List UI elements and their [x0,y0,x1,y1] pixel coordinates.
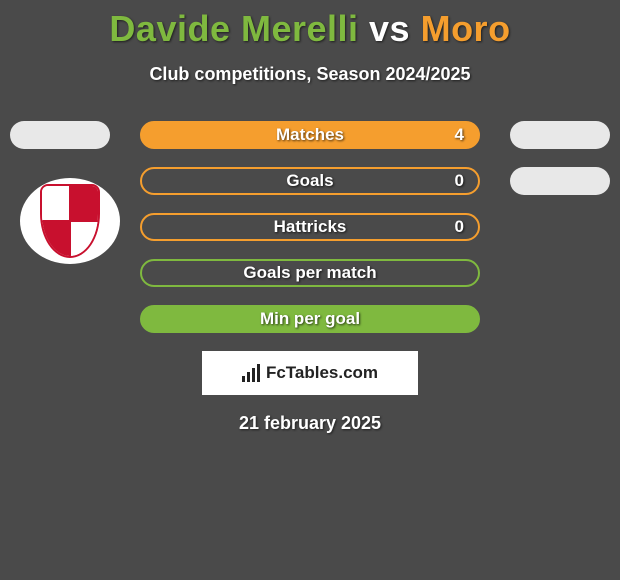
fctables-watermark: FcTables.com [202,351,418,395]
stat-bar: Goals 0 [140,167,480,195]
stat-bar: Goals per match [140,259,480,287]
stat-row: Min per goal [0,305,620,333]
date-label: 21 february 2025 [0,413,620,434]
bar-chart-icon [242,364,260,382]
stat-value-right: 4 [455,125,464,145]
stat-value-right: 0 [455,171,464,191]
stat-bar: Min per goal [140,305,480,333]
stat-label: Goals per match [243,263,376,283]
player-a-name: Davide Merelli [109,8,358,49]
stat-label: Goals [286,171,333,191]
vs-separator: vs [359,8,421,49]
left-side-pill [10,121,110,149]
comparison-title: Davide Merelli vs Moro [0,0,620,50]
stat-row: Goals per match [0,259,620,287]
stat-row: Matches 4 [0,121,620,149]
stat-label: Matches [276,125,344,145]
club-shield-icon [40,184,100,258]
player-b-name: Moro [421,8,511,49]
subtitle: Club competitions, Season 2024/2025 [0,64,620,85]
right-side-pill [510,121,610,149]
right-side-pill [510,167,610,195]
stat-bar: Hattricks 0 [140,213,480,241]
club-badge [20,178,120,264]
fctables-label: FcTables.com [266,363,378,383]
stat-label: Hattricks [274,217,347,237]
stat-label: Min per goal [260,309,360,329]
stat-value-right: 0 [455,217,464,237]
stat-bar: Matches 4 [140,121,480,149]
